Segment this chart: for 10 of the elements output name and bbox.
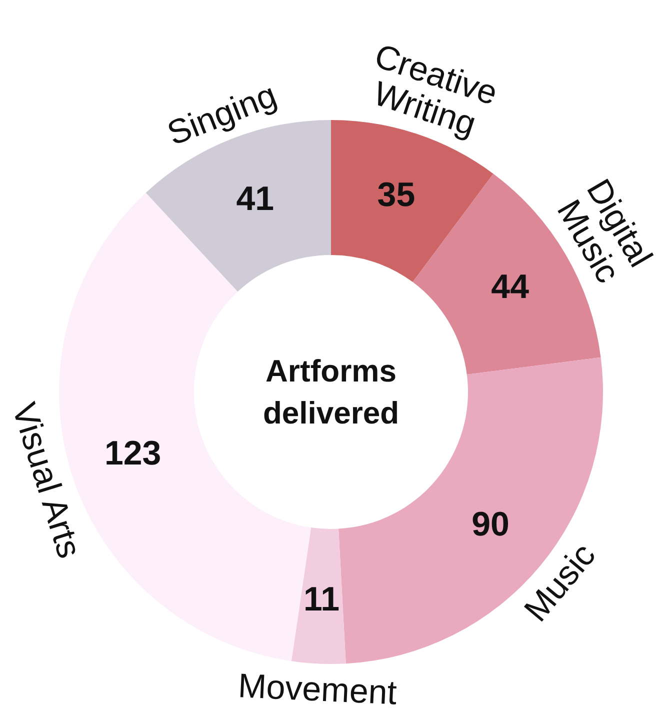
data-label: 41 [236,180,274,218]
data-label: 123 [104,434,162,473]
data-label: 11 [304,580,340,618]
slice-label: Visual Arts [4,398,88,562]
slice-label: Movement [237,667,398,709]
data-label: 35 [377,176,416,214]
slice-label: Singing [162,76,282,154]
data-label: 90 [472,506,510,544]
data-label: 44 [491,268,530,306]
text: Artforms delivered [262,354,400,430]
